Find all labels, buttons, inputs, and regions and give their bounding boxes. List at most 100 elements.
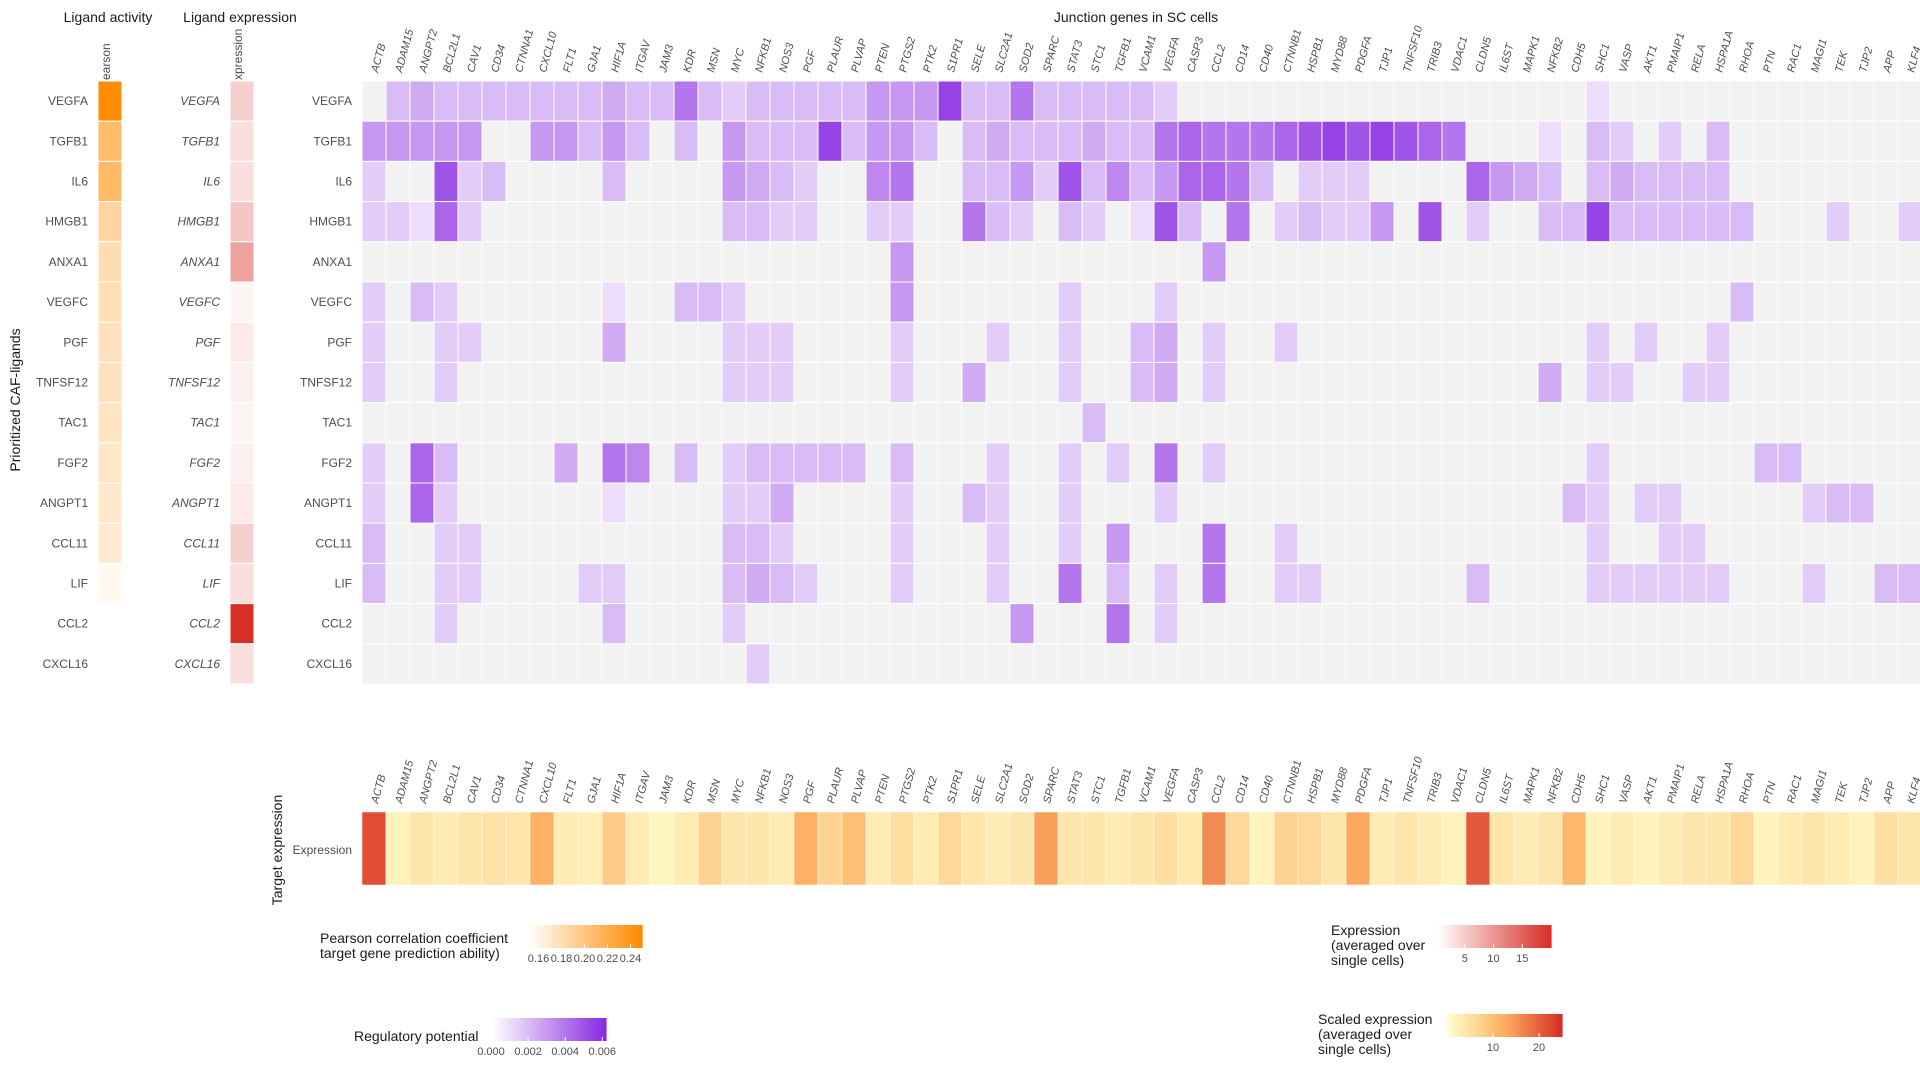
regulatory-cell [1153, 643, 1179, 685]
regulatory-cell [793, 361, 819, 404]
regulatory-cell [457, 160, 483, 203]
regulatory-cell [1681, 442, 1707, 484]
regulatory-cell [577, 321, 603, 363]
regulatory-cell [553, 281, 579, 323]
target-expression-cell [1369, 811, 1395, 886]
regulatory-cell [745, 120, 771, 162]
legend-gradient-expression [1467, 925, 1472, 948]
regulatory-cell [409, 201, 435, 243]
regulatory-cell [1297, 281, 1323, 323]
regulatory-cell [1321, 402, 1347, 444]
regulatory-cell [961, 241, 987, 283]
regulatory-cell [1201, 281, 1227, 323]
regulatory-cell [1465, 482, 1491, 524]
regulatory-cell [841, 603, 867, 645]
regulatory-cell [673, 562, 699, 605]
regulatory-cell [1681, 160, 1707, 203]
legend-gradient-scaled [1553, 1014, 1557, 1037]
regulatory-cell [601, 643, 627, 685]
target-expression-cell [985, 811, 1011, 886]
regulatory-cell [769, 442, 795, 484]
legend-gradient-regulatory [511, 1018, 515, 1041]
ligand-expression-cell [229, 603, 255, 645]
regulatory-cell [745, 321, 771, 363]
regulatory-cell [937, 160, 963, 203]
regulatory-cell [673, 482, 699, 524]
regulatory-cell [457, 80, 483, 122]
regulatory-cell [1273, 201, 1299, 243]
regulatory-cell [1873, 160, 1899, 203]
legend-gradient-pearson [627, 925, 632, 948]
regulatory-cell [913, 562, 939, 605]
regulatory-cell [529, 281, 555, 323]
regulatory-cell [1345, 241, 1371, 283]
target-label-bottom: RAC1 [1785, 773, 1804, 804]
target-label-top: VCAM1 [1137, 34, 1158, 74]
target-label-bottom: VDAC1 [1449, 766, 1470, 805]
regulatory-cell [1633, 562, 1659, 605]
regulatory-cell [1729, 201, 1755, 243]
regulatory-cell [481, 603, 507, 645]
target-expression-cell [1777, 811, 1803, 886]
regulatory-cell [1297, 603, 1323, 645]
regulatory-cell [1369, 241, 1395, 283]
legend-title-scaled: (averaged over [1318, 1026, 1413, 1042]
ligand-label-heatmap: FGF2 [321, 456, 352, 470]
regulatory-cell [1081, 160, 1107, 203]
regulatory-cell [1345, 321, 1371, 363]
regulatory-cell [1057, 241, 1083, 283]
target-label-top: STAT3 [1065, 38, 1085, 73]
target-label-bottom: HSPB1 [1305, 767, 1326, 805]
target-expression-cell [721, 811, 747, 886]
target-expression-cell [1033, 811, 1059, 886]
regulatory-cell [697, 120, 723, 162]
regulatory-cell [457, 522, 483, 564]
target-label-bottom: CXCL10 [537, 761, 560, 805]
legend-gradient-pearson [630, 925, 634, 948]
regulatory-cell [841, 482, 867, 524]
regulatory-cell [1729, 522, 1755, 564]
regulatory-cell [1729, 80, 1755, 122]
regulatory-cell [457, 562, 483, 605]
regulatory-cell [673, 80, 699, 122]
regulatory-cell [1633, 442, 1659, 484]
target-label-top: PTGS2 [897, 36, 918, 74]
regulatory-cell [1897, 160, 1920, 203]
regulatory-cell [1609, 160, 1635, 203]
regulatory-cell [1033, 603, 1059, 645]
regulatory-cell [865, 562, 891, 605]
regulatory-cell [1729, 442, 1755, 484]
ligand-label-expression: CCL2 [189, 617, 220, 631]
regulatory-cell [985, 281, 1011, 323]
legend-tick-label-pearson: 0.18 [551, 953, 572, 965]
regulatory-cell [1369, 482, 1395, 524]
regulatory-cell [1849, 442, 1875, 484]
regulatory-cell [1369, 442, 1395, 484]
regulatory-cell [1057, 201, 1083, 243]
regulatory-cell [1417, 402, 1443, 444]
regulatory-cell [1129, 241, 1155, 283]
regulatory-cell [433, 120, 459, 162]
regulatory-cell [1609, 80, 1635, 122]
target-label-top: HSPB1 [1305, 36, 1326, 74]
target-expression-cell [1705, 811, 1731, 886]
regulatory-cell [385, 442, 411, 484]
regulatory-cell [1297, 643, 1323, 685]
regulatory-cell [1825, 201, 1851, 243]
target-expression-cell [409, 811, 435, 886]
regulatory-cell [697, 80, 723, 122]
regulatory-cell [1561, 603, 1587, 645]
regulatory-cell [673, 321, 699, 363]
regulatory-cell [1417, 522, 1443, 564]
regulatory-cell [673, 402, 699, 444]
regulatory-cell [841, 281, 867, 323]
regulatory-cell [1129, 361, 1155, 404]
regulatory-cell [721, 522, 747, 564]
regulatory-cell [505, 241, 531, 283]
regulatory-cell [937, 120, 963, 162]
regulatory-cell [1057, 402, 1083, 444]
regulatory-cell [1033, 201, 1059, 243]
ligand-label-activity: LIF [71, 577, 88, 591]
regulatory-cell [1561, 482, 1587, 524]
target-label-top: SLC2A1 [993, 31, 1015, 74]
